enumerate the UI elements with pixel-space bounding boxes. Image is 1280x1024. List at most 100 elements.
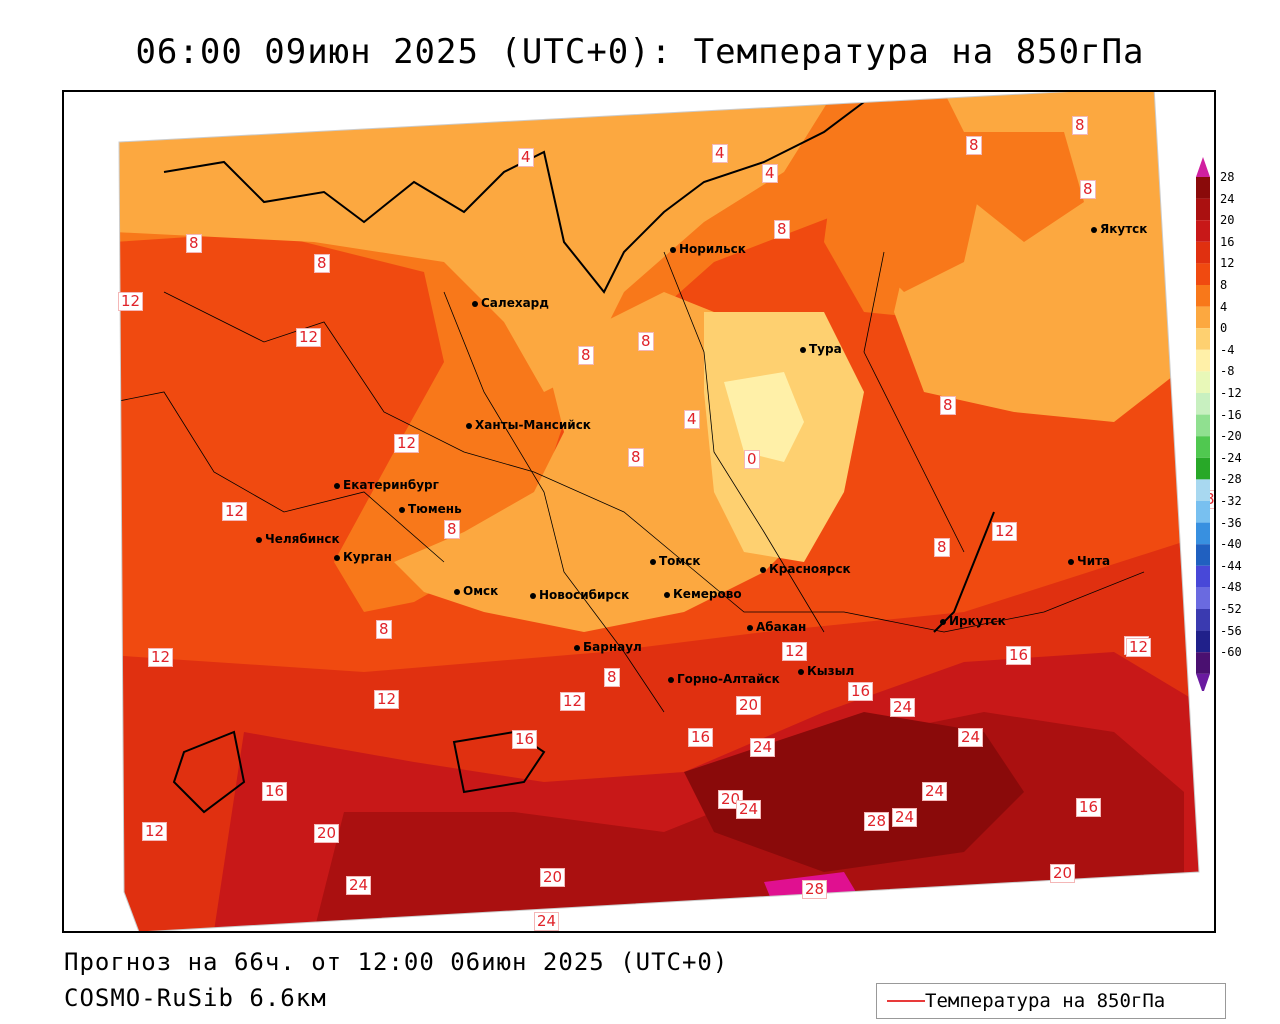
city-khanty-mansiysk: Ханты-Мансийск (466, 418, 591, 432)
isotherm-label: 24 (346, 876, 372, 895)
colorbar-arrow-top (1196, 157, 1210, 177)
isotherm-label: 8 (628, 448, 644, 467)
city-abakan: Абакан (747, 620, 806, 634)
colorbar-band (1196, 241, 1210, 264)
map-title: 06:00 09июн 2025 (UTC+0): Температура на… (135, 32, 1145, 72)
isotherm-label: 8 (604, 668, 620, 687)
isotherm-label: 20 (1050, 864, 1076, 883)
isotherm-label: 24 (958, 728, 984, 747)
city-irkutsk: Иркутск (940, 614, 1006, 628)
colorbar-tick-label: 4 (1220, 299, 1228, 314)
isotherm-label: 16 (262, 782, 288, 801)
city-krasnoyarsk: Красноярск (760, 562, 851, 576)
isotherm-label: 16 (512, 730, 538, 749)
colorbar-band (1196, 306, 1210, 329)
colorbar-scale (1196, 157, 1210, 691)
isotherm-label: 16 (1076, 798, 1102, 817)
colorbar-tick-label: -40 (1220, 537, 1242, 552)
colorbar-band (1196, 436, 1210, 458)
colorbar-tick-label: -32 (1220, 494, 1242, 508)
colorbar-tick-label: 0 (1220, 321, 1228, 336)
colorbar-band (1196, 198, 1210, 221)
isotherm-label: 12 (222, 502, 248, 521)
isotherm-label: 8 (1072, 116, 1088, 135)
model-info: COSMO-RuSib 6.6км (64, 984, 327, 1012)
colorbar-band (1196, 328, 1210, 350)
colorbar-tick-label: 16 (1220, 234, 1235, 249)
isotherm-label: 8 (966, 136, 982, 155)
colorbar-band (1196, 544, 1210, 566)
isotherm-label: 20 (314, 824, 340, 843)
colorbar-tick-label: -12 (1220, 386, 1242, 400)
isotherm-label: 24 (750, 738, 776, 757)
city-yekaterinburg: Екатеринбург (334, 478, 439, 492)
city-omsk: Омск (454, 584, 498, 598)
city-salekhard: Салехард (472, 296, 549, 310)
colorbar-band (1196, 522, 1210, 545)
isotherm-label: 12 (992, 522, 1018, 541)
temperature-field (118, 92, 1200, 931)
isotherm-label: 8 (314, 254, 330, 273)
isotherm-label: 28 (802, 880, 828, 899)
city-gorno-altaysk: Горно-Алтайск (668, 672, 780, 686)
city-chita: Чита (1068, 554, 1110, 568)
isotherm-label: 4 (518, 148, 534, 167)
isotherm-label: 8 (774, 220, 790, 239)
city-kemerovo: Кемерово (664, 587, 742, 601)
colorbar-tick-label: -4 (1220, 342, 1235, 357)
city-norilsk: Норильск (670, 242, 746, 256)
city-tyumen: Тюмень (399, 502, 462, 516)
city-novosibirsk: Новосибирск (530, 588, 629, 602)
colorbar-tick-label: 12 (1220, 256, 1235, 271)
isotherm-label: 12 (782, 642, 808, 661)
colorbar-tick-label: 28 (1220, 170, 1235, 184)
colorbar-tick-label: -8 (1220, 364, 1235, 379)
isotherm-label: 12 (148, 648, 174, 667)
isotherm-label: 8 (934, 538, 950, 557)
isotherm-label: 4 (762, 164, 778, 183)
colorbar-tick-label: -36 (1220, 515, 1242, 530)
colorbar-band (1196, 565, 1210, 588)
isotherm-label: 16 (848, 682, 874, 701)
isotherm-label: 24 (922, 782, 948, 801)
temperature-colorbar: 28 24 20 16 12 8 4 0 -4 -8 -12 -16 -20 -24 -28 -32 -36 -4… (1196, 157, 1276, 691)
colorbar-tick-label: -60 (1220, 645, 1242, 660)
isotherm-label: 0 (744, 450, 760, 469)
colorbar-band (1196, 263, 1210, 285)
isotherm-label: 24 (892, 808, 918, 827)
isotherm-label: 8 (376, 620, 392, 639)
isotherm-label: 8 (1080, 180, 1096, 199)
isotherm-label: 24 (736, 800, 762, 819)
isotherm-label: 12 (142, 822, 168, 841)
colorbar-tick-label: -28 (1220, 472, 1242, 487)
colorbar-band (1196, 177, 1210, 199)
legend-line-swatch (887, 1000, 925, 1002)
colorbar-band (1196, 587, 1210, 609)
colorbar-band (1196, 457, 1210, 480)
colorbar-tick-label: -16 (1220, 407, 1242, 422)
isotherm-label: 12 (560, 692, 586, 711)
isotherm-label: 24 (534, 912, 560, 931)
isotherm-label: 16 (688, 728, 714, 747)
isotherm-label: 12 (374, 690, 400, 709)
colorbar-band (1196, 630, 1210, 653)
isotherm-label: 20 (736, 696, 762, 715)
city-tomsk: Томск (650, 554, 701, 568)
colorbar-tick-label: -20 (1220, 429, 1242, 444)
colorbar-tick-label: 24 (1220, 191, 1235, 206)
temperature-map[interactable]: Норильск Якутск Салехард Тура Ханты-Манс… (62, 90, 1216, 933)
colorbar-band (1196, 285, 1210, 307)
isotherm-label: 8 (940, 396, 956, 415)
isotherm-label: 8 (444, 520, 460, 539)
isotherm-label: 4 (712, 144, 728, 163)
colorbar-band (1196, 479, 1210, 501)
legend-label: Температура на 850гПа (925, 990, 1166, 1012)
city-kyzyl: Кызыл (798, 664, 854, 678)
isotherm-label: 16 (1006, 646, 1032, 665)
colorbar-band (1196, 609, 1210, 631)
city-kurgan: Курган (334, 550, 392, 564)
city-yakutsk: Якутск (1091, 222, 1147, 236)
map-legend: Температура на 850гПа (876, 983, 1226, 1019)
isotherm-label: 8 (186, 234, 202, 253)
colorbar-tick-label: -48 (1220, 580, 1242, 595)
